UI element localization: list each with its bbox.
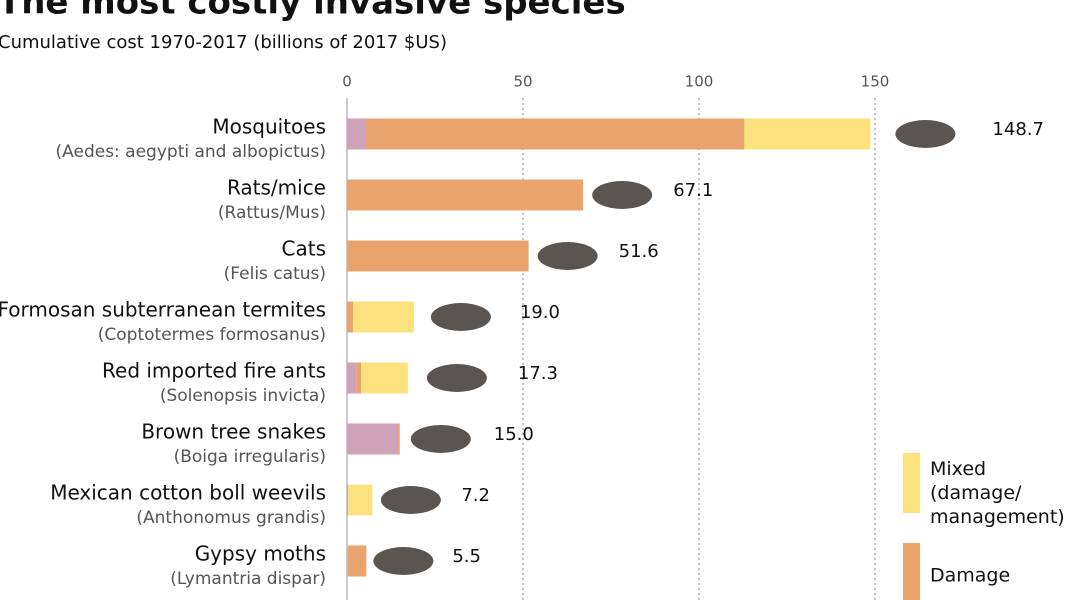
category-sublabel: (Felis catus) <box>224 264 326 284</box>
bar-segment <box>347 545 367 577</box>
category-label: Rats/mice <box>227 176 326 200</box>
chart-subtitle: Cumulative cost 1970-2017 (billions of 2… <box>0 32 447 53</box>
x-tick-label: 50 <box>513 73 532 91</box>
category-sublabel: (Solenopsis invicta) <box>160 386 326 406</box>
bar-segment <box>398 423 400 455</box>
category-label: Mosquitoes <box>212 115 326 139</box>
bar-segment <box>347 362 357 394</box>
species-icon <box>430 303 491 331</box>
total-label: 5.5 <box>452 546 481 567</box>
category-label: Mexican cotton boll weevils <box>50 481 326 505</box>
x-tick-label: 100 <box>685 73 714 91</box>
bar-segment <box>347 484 349 516</box>
bar-segment <box>361 362 408 394</box>
category-label: Formosan subterranean termites <box>0 298 326 322</box>
species-icon <box>592 181 653 209</box>
category-sublabel: (Rattus/Mus) <box>218 203 326 223</box>
species-icon <box>895 120 956 148</box>
bar-segment <box>347 423 399 455</box>
total-label: 17.3 <box>518 363 558 384</box>
bar-segment <box>347 240 529 272</box>
chart-title: The most costly invasive species <box>0 0 626 23</box>
legend-label: Mixed (damage/management) <box>930 458 1065 528</box>
total-label: 15.0 <box>494 424 534 445</box>
bar-segment <box>347 301 353 333</box>
bar-segment <box>352 301 414 333</box>
x-tick-label: 0 <box>342 73 352 91</box>
total-label: 19.0 <box>520 302 560 323</box>
species-icon <box>380 486 441 514</box>
category-label: Brown tree snakes <box>141 420 326 444</box>
bar-segment <box>347 545 348 577</box>
category-label: Cats <box>282 237 326 261</box>
legend-label: Damage <box>930 565 1010 587</box>
species-icon <box>373 547 434 575</box>
legend-swatch <box>903 453 920 513</box>
bar-segment <box>347 118 367 150</box>
total-label: 51.6 <box>619 241 659 262</box>
bar-segment <box>348 484 373 516</box>
category-sublabel: (Anthonomus grandis) <box>136 508 326 528</box>
category-sublabel: (Coptotermes formosanus) <box>98 325 326 345</box>
legend-swatch <box>903 543 920 600</box>
total-label: 7.2 <box>461 485 490 506</box>
category-sublabel: (Lymantria dispar) <box>170 569 326 589</box>
category-label: Red imported fire ants <box>102 359 326 383</box>
category-sublabel: (Aedes: aegypti and albopictus) <box>56 142 326 162</box>
species-icon <box>410 425 471 453</box>
category-sublabel: (Boiga irregularis) <box>174 447 326 467</box>
category-label: Gypsy moths <box>195 542 326 566</box>
species-icon <box>537 242 598 270</box>
x-tick-label: 150 <box>861 73 890 91</box>
total-label: 67.1 <box>673 180 713 201</box>
bar-segment <box>366 118 745 150</box>
total-label: 148.7 <box>992 119 1044 140</box>
bar-segment <box>347 179 584 211</box>
species-icon <box>426 364 487 392</box>
bar-segment <box>744 118 871 150</box>
bar-segment <box>356 362 362 394</box>
